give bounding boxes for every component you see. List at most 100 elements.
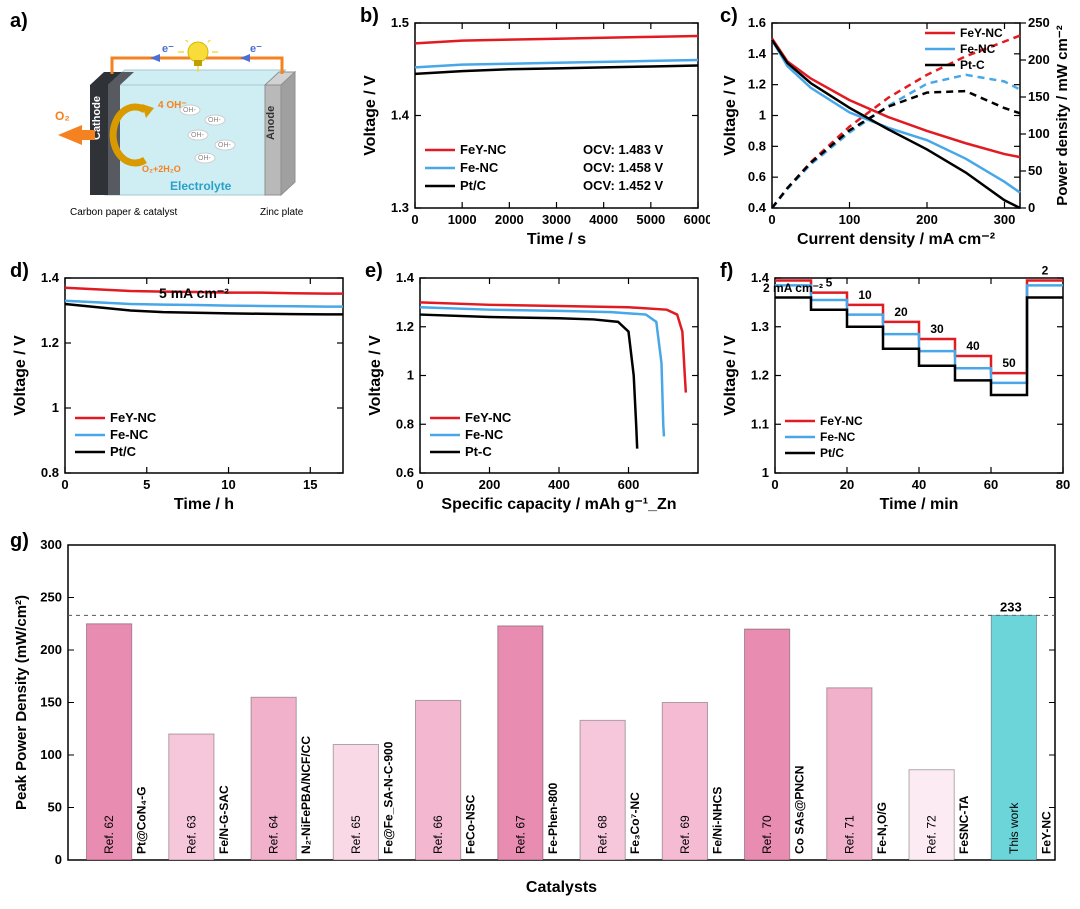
svg-text:0: 0 bbox=[61, 477, 68, 492]
svg-text:1: 1 bbox=[52, 400, 59, 415]
svg-text:5000: 5000 bbox=[636, 212, 665, 227]
svg-text:Pt/C: Pt/C bbox=[460, 178, 487, 193]
svg-text:Specific capacity / mAh g⁻¹_Zn: Specific capacity / mAh g⁻¹_Zn bbox=[441, 496, 676, 513]
svg-text:1.4: 1.4 bbox=[396, 270, 415, 285]
svg-text:N₂-NiFePBA/NCF/CC: N₂-NiFePBA/NCF/CC bbox=[299, 736, 313, 854]
svg-text:Fe-NC: Fe-NC bbox=[110, 427, 149, 442]
svg-text:Fe₃Co⁷-NC: Fe₃Co⁷-NC bbox=[628, 792, 642, 854]
svg-text:250: 250 bbox=[1028, 15, 1050, 30]
svg-text:200: 200 bbox=[916, 212, 938, 227]
svg-text:60: 60 bbox=[984, 477, 998, 492]
svg-text:40: 40 bbox=[966, 339, 980, 353]
svg-text:FeY-NC: FeY-NC bbox=[960, 26, 1003, 40]
svg-text:OH-: OH- bbox=[198, 155, 212, 162]
svg-text:Peak Power Density (mW/cm²): Peak Power Density (mW/cm²) bbox=[13, 595, 30, 810]
svg-text:Ref. 72: Ref. 72 bbox=[925, 815, 939, 854]
cathode-caption: Carbon paper & catalyst bbox=[70, 207, 178, 218]
svg-text:200: 200 bbox=[40, 642, 62, 657]
schematic-svg: Cathode Anode e⁻ e⁻ O₂ 4 OH⁻ O₂+2H₂O OH bbox=[50, 40, 340, 225]
svg-text:3000: 3000 bbox=[542, 212, 571, 227]
svg-text:0.8: 0.8 bbox=[748, 138, 766, 153]
svg-text:Ref. 63: Ref. 63 bbox=[184, 815, 198, 854]
svg-text:Time / min: Time / min bbox=[880, 496, 959, 513]
svg-text:1.2: 1.2 bbox=[396, 319, 414, 334]
svg-text:Fe-NC: Fe-NC bbox=[960, 42, 996, 56]
svg-text:0: 0 bbox=[771, 477, 778, 492]
svg-text:Voltage / V: Voltage / V bbox=[367, 335, 384, 416]
panel-e: e) 02004006000.60.811.21.4Specific capac… bbox=[365, 260, 710, 515]
svg-text:Ref. 70: Ref. 70 bbox=[760, 815, 774, 854]
svg-text:50: 50 bbox=[1002, 356, 1016, 370]
svg-text:15: 15 bbox=[303, 477, 317, 492]
svg-text:Fe-Phen-800: Fe-Phen-800 bbox=[546, 782, 560, 854]
panel-f: f) 02040608011.11.21.31.4Time / minVolta… bbox=[720, 260, 1075, 515]
svg-text:0: 0 bbox=[768, 212, 775, 227]
svg-text:Voltage / V: Voltage / V bbox=[722, 75, 739, 156]
svg-text:5: 5 bbox=[143, 477, 150, 492]
svg-text:Fe-NC: Fe-NC bbox=[460, 160, 499, 175]
svg-text:Fe-N,O/G: Fe-N,O/G bbox=[875, 802, 889, 854]
svg-text:Time / s: Time / s bbox=[527, 231, 586, 248]
svg-text:4000: 4000 bbox=[589, 212, 618, 227]
svg-text:1.4: 1.4 bbox=[41, 270, 60, 285]
svg-text:Pt/C: Pt/C bbox=[110, 444, 137, 459]
o2-text: O₂ bbox=[55, 109, 70, 123]
svg-text:Power density / mW cm⁻²: Power density / mW cm⁻² bbox=[1054, 25, 1071, 205]
svg-text:Ref. 71: Ref. 71 bbox=[842, 815, 856, 854]
anode-side-text: Anode bbox=[265, 106, 277, 140]
svg-text:1000: 1000 bbox=[448, 212, 477, 227]
svg-text:2 mA cm⁻²: 2 mA cm⁻² bbox=[763, 281, 823, 295]
svg-text:Fe@Fe_SA-N-C-900: Fe@Fe_SA-N-C-900 bbox=[381, 741, 395, 854]
svg-text:150: 150 bbox=[1028, 89, 1050, 104]
svg-text:0.8: 0.8 bbox=[41, 465, 59, 480]
svg-text:50: 50 bbox=[1028, 163, 1042, 178]
svg-text:OCV: 1.483 V: OCV: 1.483 V bbox=[583, 142, 664, 157]
svg-text:1.4: 1.4 bbox=[391, 108, 410, 123]
svg-text:FeY-NC: FeY-NC bbox=[820, 414, 863, 428]
svg-text:FeSNC-TA: FeSNC-TA bbox=[957, 795, 971, 854]
panel-c: c) 01002003000.40.60.811.21.41.6Current … bbox=[720, 5, 1075, 250]
svg-text:Time / h: Time / h bbox=[174, 496, 234, 513]
svg-text:Fe/Ni-NHCS: Fe/Ni-NHCS bbox=[710, 787, 724, 854]
rxn-text: O₂+2H₂O bbox=[142, 164, 181, 174]
panel-a-label: a) bbox=[10, 10, 28, 33]
svg-text:1.3: 1.3 bbox=[751, 319, 769, 334]
anode-caption: Zinc plate bbox=[260, 207, 304, 218]
svg-text:40: 40 bbox=[912, 477, 926, 492]
svg-text:6000: 6000 bbox=[684, 212, 710, 227]
svg-text:FeCo-NSC: FeCo-NSC bbox=[464, 794, 478, 854]
svg-text:300: 300 bbox=[994, 212, 1016, 227]
svg-text:Voltage / V: Voltage / V bbox=[12, 335, 29, 416]
svg-text:This work: This work bbox=[1007, 802, 1021, 854]
panel-a: a) Cathode Anode e⁻ e⁻ bbox=[10, 10, 350, 220]
svg-text:Ref. 65: Ref. 65 bbox=[349, 815, 363, 854]
svg-text:Ref. 69: Ref. 69 bbox=[678, 815, 692, 854]
electrolyte-label: Electrolyte bbox=[170, 179, 232, 193]
svg-text:80: 80 bbox=[1056, 477, 1070, 492]
svg-text:10: 10 bbox=[221, 477, 235, 492]
svg-text:200: 200 bbox=[479, 477, 501, 492]
svg-text:Pt-C: Pt-C bbox=[960, 58, 985, 72]
svg-text:Fe-NC: Fe-NC bbox=[820, 430, 856, 444]
panel-b: b) 01000200030004000500060001.31.41.5Tim… bbox=[360, 5, 710, 250]
svg-text:0.4: 0.4 bbox=[748, 200, 767, 215]
svg-text:1.1: 1.1 bbox=[751, 416, 769, 431]
svg-text:OCV: 1.458 V: OCV: 1.458 V bbox=[583, 160, 664, 175]
svg-text:OH-: OH- bbox=[208, 117, 222, 124]
panel-d: d) 0510150.811.21.4Time / hVoltage / V5 … bbox=[10, 260, 355, 515]
svg-text:Fe-NC: Fe-NC bbox=[465, 427, 504, 442]
svg-text:Catalysts: Catalysts bbox=[526, 879, 597, 896]
svg-text:1.4: 1.4 bbox=[748, 46, 767, 61]
svg-text:Pt-C: Pt-C bbox=[465, 444, 492, 459]
svg-text:0.6: 0.6 bbox=[396, 465, 414, 480]
svg-text:150: 150 bbox=[40, 695, 62, 710]
svg-text:5: 5 bbox=[826, 276, 833, 290]
svg-text:Pt/C: Pt/C bbox=[820, 446, 844, 460]
svg-text:Voltage / V: Voltage / V bbox=[362, 75, 379, 156]
svg-text:100: 100 bbox=[1028, 126, 1050, 141]
svg-text:Ref. 68: Ref. 68 bbox=[596, 815, 610, 854]
svg-text:300: 300 bbox=[40, 537, 62, 552]
svg-text:Voltage / V: Voltage / V bbox=[722, 335, 739, 416]
svg-text:FeY-NC: FeY-NC bbox=[460, 142, 507, 157]
svg-text:200: 200 bbox=[1028, 52, 1050, 67]
